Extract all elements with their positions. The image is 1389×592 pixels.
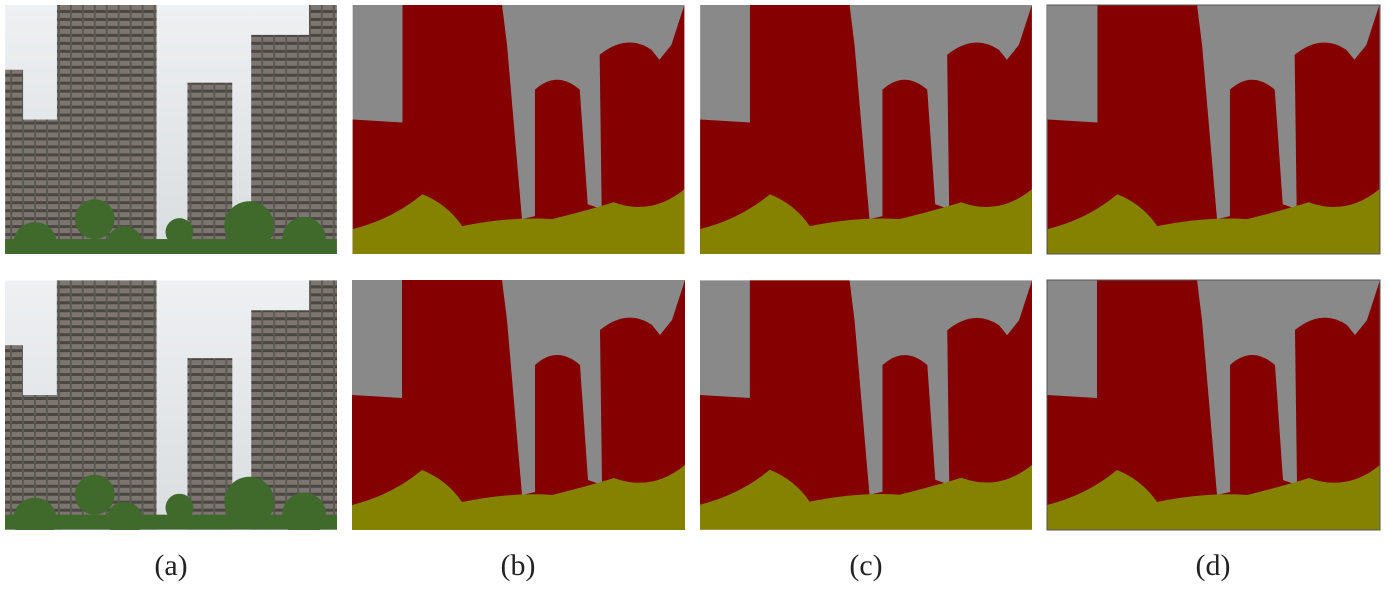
segmentation xyxy=(1047,280,1380,530)
caption: (d) xyxy=(1196,549,1231,582)
segmentation xyxy=(700,280,1032,529)
segmentation xyxy=(1048,5,1380,254)
segmentation xyxy=(352,280,685,530)
caption: (a) xyxy=(154,549,187,582)
captions: (a) (b) (c) (d) xyxy=(154,549,1230,582)
segmentation xyxy=(353,5,685,254)
row-2 xyxy=(5,280,1380,542)
row-1 xyxy=(5,5,1379,266)
photo xyxy=(5,280,337,541)
photo xyxy=(5,5,337,266)
figure: (a) (b) (c) (d) xyxy=(0,0,1389,587)
segmentation xyxy=(700,5,1032,254)
caption: (c) xyxy=(849,549,882,582)
caption: (b) xyxy=(501,549,536,582)
